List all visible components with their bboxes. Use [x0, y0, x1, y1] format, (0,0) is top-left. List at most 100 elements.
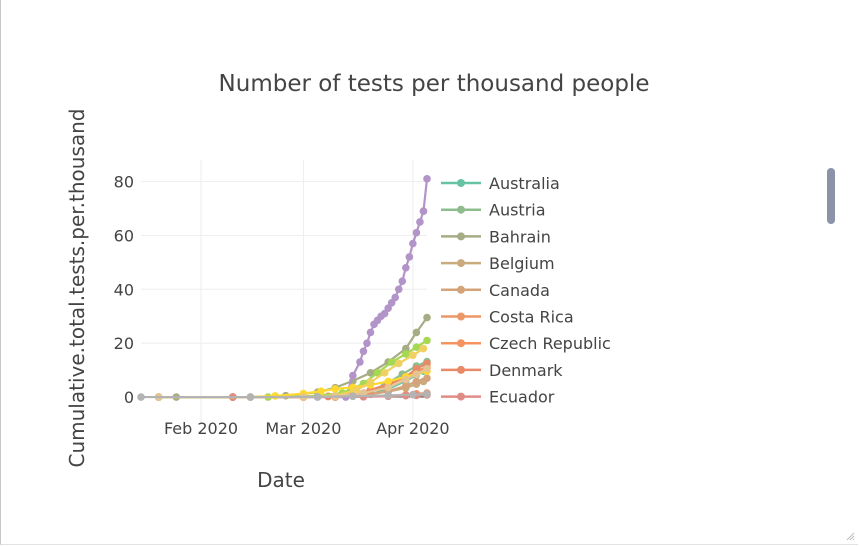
y-tick-label: 40	[114, 280, 134, 299]
data-point[interactable]	[352, 386, 361, 395]
data-point[interactable]	[359, 347, 368, 356]
resize-grip-icon[interactable]	[846, 532, 855, 541]
data-point[interactable]	[409, 239, 417, 248]
data-point[interactable]	[137, 393, 145, 401]
legend-marker	[457, 205, 465, 214]
legend-marker	[457, 339, 465, 348]
y-tick-label: 20	[114, 334, 134, 353]
legend-marker	[457, 285, 465, 294]
data-point[interactable]	[384, 383, 392, 392]
legend-item[interactable]: Australia	[441, 174, 560, 193]
x-tick-label: Feb 2020	[164, 419, 238, 438]
data-point[interactable]	[412, 370, 421, 378]
legend-label: Canada	[489, 281, 550, 300]
legend-item[interactable]: Bahrain	[441, 227, 551, 246]
legend-label: Australia	[489, 174, 560, 193]
x-tick-label: Apr 2020	[376, 419, 449, 438]
legend-label: Bahrain	[489, 227, 551, 246]
data-point[interactable]	[349, 392, 357, 401]
legend-marker	[457, 179, 465, 187]
data-point[interactable]	[402, 344, 410, 353]
legend-label: Czech Republic	[489, 334, 611, 353]
data-point[interactable]	[366, 378, 375, 387]
data-point[interactable]	[366, 369, 375, 377]
data-point[interactable]	[409, 351, 417, 360]
plot-area[interactable]	[137, 175, 431, 401]
legend-item[interactable]: Ecuador	[441, 388, 555, 407]
legend-marker	[457, 259, 465, 268]
data-point[interactable]	[246, 393, 255, 401]
legend-item[interactable]: Canada	[441, 281, 550, 300]
data-point[interactable]	[423, 175, 431, 183]
data-point[interactable]	[423, 359, 431, 368]
legend-marker	[457, 392, 465, 401]
x-axis-title: Date	[257, 468, 305, 492]
data-point[interactable]	[412, 328, 421, 337]
legend-item[interactable]: Belgium	[441, 254, 555, 273]
series-10[interactable]	[419, 175, 431, 215]
data-point[interactable]	[373, 369, 382, 377]
legend-marker	[457, 365, 465, 374]
data-point[interactable]	[423, 374, 431, 383]
data-point[interactable]	[402, 263, 410, 272]
data-point[interactable]	[380, 309, 389, 318]
data-point[interactable]	[423, 313, 431, 322]
data-point[interactable]	[423, 364, 431, 373]
data-point[interactable]	[412, 343, 421, 352]
legend-scrollbar-thumb[interactable]	[827, 168, 835, 224]
axes: 0 20 40 60 80 Feb 2020 Mar 2020 Apr 2020	[114, 173, 450, 438]
data-point[interactable]	[356, 358, 364, 366]
data-point[interactable]	[405, 253, 414, 261]
legend-label: Ecuador	[489, 388, 555, 407]
data-point[interactable]	[398, 277, 407, 286]
legend-label: Belgium	[489, 254, 555, 273]
legend-item[interactable]: Costa Rica	[441, 308, 574, 327]
legend-marker	[457, 312, 465, 321]
series-15[interactable]	[137, 390, 431, 401]
data-point[interactable]	[317, 387, 325, 395]
data-point[interactable]	[419, 344, 428, 353]
data-point[interactable]	[419, 207, 428, 215]
data-point[interactable]	[416, 218, 424, 226]
data-point[interactable]	[394, 359, 403, 368]
data-point[interactable]	[313, 392, 322, 401]
data-point[interactable]	[331, 385, 339, 393]
data-point[interactable]	[412, 228, 421, 237]
data-point[interactable]	[391, 293, 400, 302]
data-point[interactable]	[387, 358, 396, 366]
data-point[interactable]	[423, 390, 431, 398]
data-point[interactable]	[384, 304, 392, 312]
data-point[interactable]	[409, 390, 417, 399]
data-point[interactable]	[402, 381, 410, 390]
data-point[interactable]	[363, 339, 371, 347]
y-axis-title: Cumulative.total.tests.per.thousand	[65, 108, 89, 467]
legend-item[interactable]: Denmark	[441, 361, 563, 380]
data-point[interactable]	[384, 377, 392, 386]
data-point[interactable]	[366, 328, 375, 337]
y-tick-label: 0	[124, 388, 134, 407]
data-point[interactable]	[412, 377, 421, 386]
legend-marker	[457, 232, 465, 241]
legend-label: Costa Rica	[489, 308, 574, 327]
series-line[interactable]	[422, 178, 429, 212]
data-point[interactable]	[349, 371, 357, 380]
data-point[interactable]	[402, 375, 410, 384]
data-point[interactable]	[402, 350, 410, 358]
data-point[interactable]	[384, 391, 392, 400]
y-tick-label: 60	[114, 226, 134, 245]
data-point[interactable]	[423, 336, 431, 345]
data-point[interactable]	[412, 364, 421, 373]
legend[interactable]: Australia Austria Bahrain Belgium Canada Cost…	[441, 174, 611, 407]
legend-item[interactable]: Czech Republic	[441, 334, 611, 353]
data-point[interactable]	[394, 285, 403, 294]
chart-title: Number of tests per thousand people	[219, 71, 650, 97]
y-tick-label: 80	[114, 173, 134, 192]
data-point[interactable]	[387, 298, 396, 307]
data-point[interactable]	[380, 369, 389, 377]
legend-label: Austria	[489, 201, 546, 220]
legend-item[interactable]: Austria	[441, 201, 546, 220]
x-tick-label: Mar 2020	[265, 419, 341, 438]
legend-label: Denmark	[489, 361, 563, 380]
